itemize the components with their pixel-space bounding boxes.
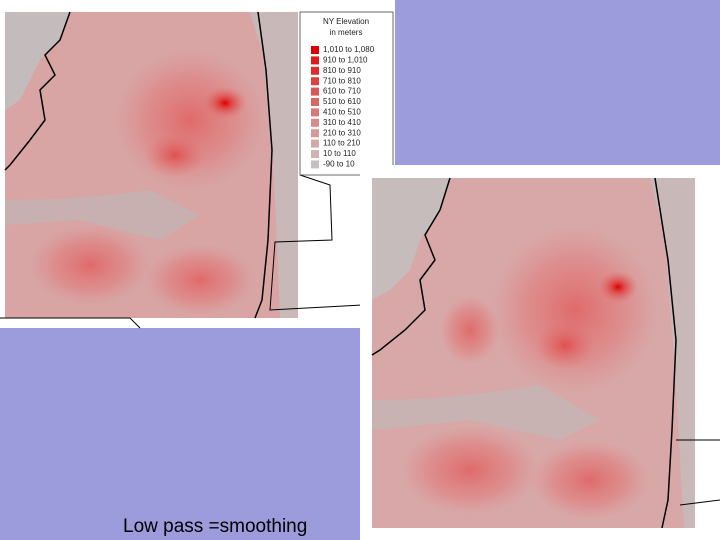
valley	[5, 190, 200, 240]
highland	[440, 295, 500, 365]
caption: Low pass =smoothing	[123, 516, 307, 537]
highland	[145, 133, 205, 177]
legend-swatch	[311, 160, 319, 169]
highland	[145, 245, 255, 315]
legend-label: 210 to 310	[323, 128, 361, 137]
legend-label: 10 to 110	[323, 149, 356, 158]
legend-swatch	[311, 87, 319, 96]
border	[654, 177, 677, 529]
legend-swatch	[311, 77, 319, 86]
legend-swatch	[311, 139, 319, 148]
highland	[530, 440, 650, 520]
legend-label: -90 to 10	[323, 160, 355, 169]
highland	[400, 425, 540, 515]
legend-label: 510 to 610	[323, 97, 361, 106]
smoothed-map	[360, 165, 720, 540]
legend-label: 110 to 210	[323, 139, 361, 148]
legend-swatch	[311, 66, 319, 75]
legend-title: NY Elevation	[323, 17, 369, 26]
highland	[535, 321, 595, 369]
lake	[5, 12, 70, 110]
legend-label: 910 to 1,010	[323, 56, 368, 65]
peak	[598, 271, 638, 303]
legend-swatch	[311, 150, 319, 158]
legend-label: 610 to 710	[323, 87, 361, 96]
border	[4, 11, 71, 171]
legend-swatch	[311, 118, 319, 127]
original-map: NY Elevation in meters 1,010 to 1,080 910…	[0, 0, 395, 329]
border	[0, 317, 141, 329]
legend-subtitle: in meters	[330, 28, 363, 37]
valley	[372, 385, 600, 440]
legend-label: 1,010 to 1,080	[323, 45, 375, 54]
lake	[372, 178, 450, 300]
border	[254, 11, 273, 319]
legend-swatch	[311, 129, 319, 138]
legend-label: 310 to 410	[323, 118, 361, 127]
peak	[203, 87, 247, 119]
legend-swatch	[311, 108, 319, 117]
legend-label: 710 to 810	[323, 76, 361, 85]
legend-swatch	[311, 46, 319, 54]
legend-label: 810 to 910	[323, 66, 361, 75]
border	[371, 177, 451, 356]
border	[269, 174, 363, 311]
highland	[30, 225, 150, 305]
legend-label: 410 to 510	[323, 108, 361, 117]
legend-swatch	[311, 98, 319, 106]
border	[676, 439, 720, 506]
highland	[490, 225, 660, 395]
legend-swatch	[311, 56, 319, 65]
